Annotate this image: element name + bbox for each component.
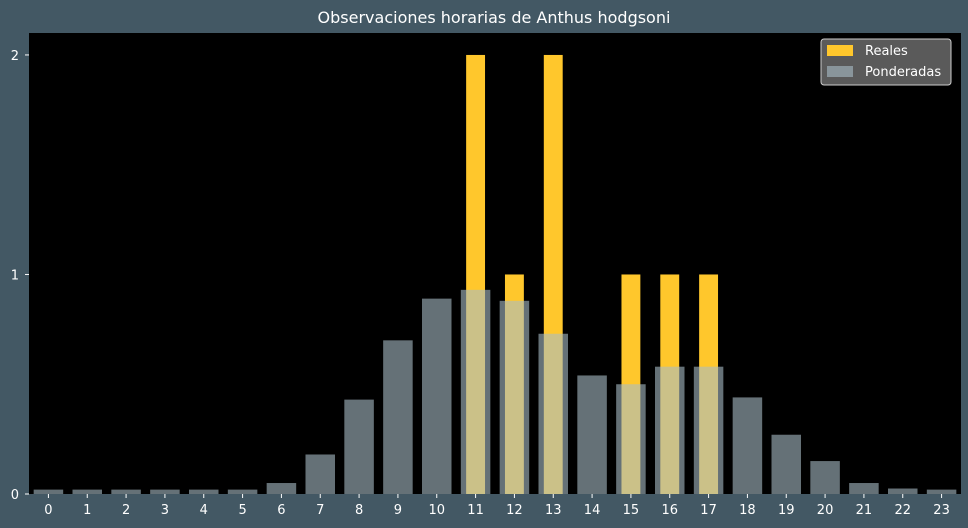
x-tick-label: 8: [355, 503, 363, 518]
y-axis: 0 1 2: [11, 49, 29, 503]
x-tick-label: 11: [467, 503, 484, 518]
legend-swatch-ponderadas: [827, 66, 853, 77]
x-tick-label: 18: [739, 503, 756, 518]
y-tick-label: 1: [11, 268, 19, 283]
y-tick-label: 2: [11, 49, 19, 64]
bar-ponderadas: [887, 488, 918, 494]
x-tick-label: 23: [933, 503, 950, 518]
x-tick-label: 16: [661, 503, 678, 518]
series-ponderadas: [33, 289, 957, 494]
bar-ponderadas: [926, 489, 957, 494]
bar-ponderadas: [577, 375, 607, 494]
bar-ponderadas: [693, 366, 724, 494]
x-tick-label: 3: [161, 503, 169, 518]
x-tick-label: 2: [122, 503, 130, 518]
x-tick-label: 7: [316, 503, 324, 518]
bar-ponderadas: [616, 384, 646, 494]
bar-ponderadas: [654, 366, 685, 494]
bar-ponderadas: [227, 489, 258, 494]
legend-label-reales: Reales: [865, 44, 908, 59]
bar-ponderadas: [266, 483, 297, 494]
bar-ponderadas: [150, 489, 180, 494]
bar-ponderadas: [344, 399, 374, 494]
bar-ponderadas: [421, 298, 452, 494]
bar-ponderadas: [383, 340, 413, 494]
x-axis: 0 1 2 3 4 5 6 7 8 9 10 11 12 13 14 15 16 17 18 19 20 21 22 23: [44, 494, 950, 518]
bar-ponderadas: [72, 489, 103, 494]
legend-box: [820, 38, 952, 86]
x-tick-label: 17: [700, 503, 717, 518]
bar-ponderadas: [810, 461, 840, 494]
bar-ponderadas: [460, 289, 491, 494]
x-tick-label: 0: [44, 503, 52, 518]
x-tick-label: 5: [238, 503, 246, 518]
legend: Reales Ponderadas: [820, 38, 952, 86]
x-tick-label: 6: [277, 503, 285, 518]
x-tick-label: 15: [623, 503, 640, 518]
bar-ponderadas: [732, 397, 763, 494]
x-tick-label: 21: [856, 503, 873, 518]
x-tick-label: 20: [817, 503, 834, 518]
bar-ponderadas: [33, 489, 64, 494]
legend-swatch-reales: [827, 45, 853, 56]
x-tick-label: 12: [506, 503, 523, 518]
bar-ponderadas: [111, 489, 141, 494]
bar-ponderadas: [305, 454, 336, 494]
x-tick-label: 10: [428, 503, 445, 518]
x-tick-label: 13: [545, 503, 562, 518]
x-tick-label: 4: [200, 503, 208, 518]
chart-title: Observaciones horarias de Anthus hodgson…: [318, 8, 671, 27]
x-tick-label: 14: [584, 503, 601, 518]
bar-ponderadas: [538, 333, 569, 494]
x-tick-label: 19: [778, 503, 795, 518]
x-tick-label: 22: [894, 503, 911, 518]
bar-ponderadas: [849, 483, 879, 494]
bar-ponderadas: [188, 489, 219, 494]
bar-ponderadas: [499, 300, 530, 494]
x-tick-label: 9: [394, 503, 402, 518]
y-tick-label: 0: [11, 488, 19, 503]
plot-area: [29, 33, 961, 494]
bar-ponderadas: [771, 434, 802, 494]
legend-label-ponderadas: Ponderadas: [865, 65, 941, 80]
x-tick-label: 1: [83, 503, 91, 518]
